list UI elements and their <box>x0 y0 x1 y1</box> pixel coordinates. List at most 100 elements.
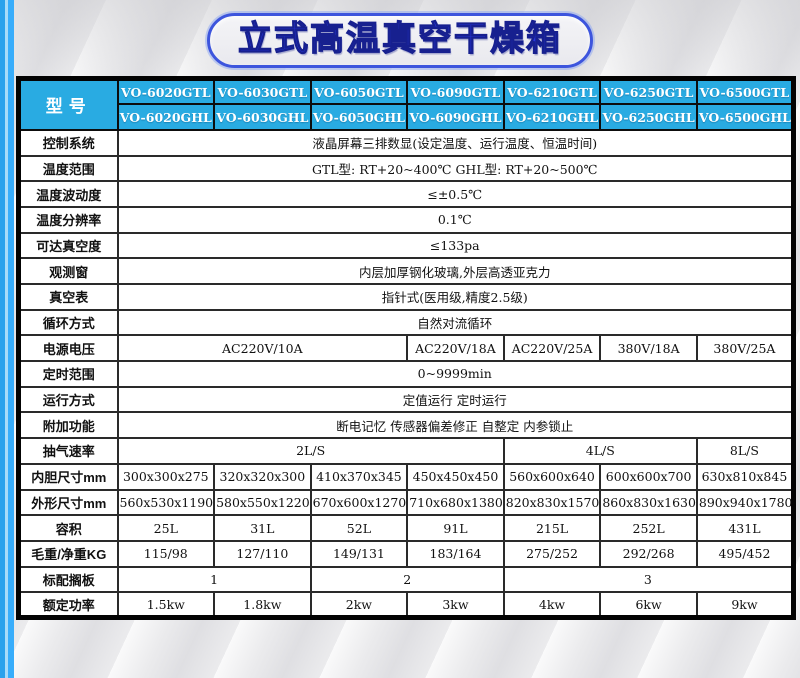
spec-value-cell: 495/452 <box>695 539 795 568</box>
spec-row: 定时范围 0~9999min <box>17 360 795 388</box>
spec-row-label: 可达真空度 <box>17 231 119 260</box>
spec-row: 真空表 指针式(医用级,精度2.5级) <box>17 283 795 311</box>
spec-value-cell: 410x370x345 <box>309 462 409 491</box>
spec-row-label: 控制系统 <box>17 128 119 157</box>
spec-value-cell: 9kw <box>695 591 795 619</box>
spec-row: 容积 25L 31L 52L 91L 215L 252L 431L <box>17 514 795 542</box>
spec-value-cell: AC220V/18A <box>406 334 505 363</box>
spec-row: 温度范围 GTL型: RT+20~400℃ GHL型: RT+20~500℃ <box>17 154 795 183</box>
spec-value-cell: 215L <box>502 514 602 542</box>
spec-value-cell: 560x600x640 <box>502 462 602 491</box>
spec-value-cell: 1.8kw <box>213 591 312 619</box>
spec-row: 控制系统 液晶屏幕三排数显(设定温度、运行温度、恒温时间) <box>17 128 795 157</box>
model-cell: VO-6250GTL <box>599 77 698 106</box>
model-column-header: 型号 <box>17 77 119 131</box>
spec-value-cell: 149/131 <box>309 539 409 568</box>
spec-value-cell: 液晶屏幕三排数显(设定温度、运行温度、恒温时间) <box>116 128 795 157</box>
spec-value-cell: 25L <box>116 514 216 542</box>
spec-row-label: 额定功率 <box>17 591 119 619</box>
model-cell: VO-6020GHL <box>116 103 216 131</box>
page-title: 立式高温真空干燥箱 <box>237 19 562 59</box>
model-cell: VO-6250GHL <box>599 103 698 131</box>
spec-value-cell: 431L <box>695 514 795 542</box>
spec-value-cell: 断电记忆 传感器偏差修正 自整定 内参锁止 <box>116 411 795 440</box>
model-cell: VO-6050GTL <box>309 77 409 106</box>
spec-row: 抽气速率 2L/S 4L/S 8L/S <box>17 437 795 465</box>
spec-value-cell: 670x600x1270 <box>309 488 409 517</box>
spec-value-cell: 115/98 <box>116 539 216 568</box>
spec-value-cell: 380V/18A <box>599 334 698 363</box>
spec-row: 电源电压 AC220V/10A AC220V/18A AC220V/25A 380V/1… <box>17 334 795 363</box>
spec-value-cell: ≤±0.5℃ <box>116 180 795 208</box>
model-cell: VO-6030GTL <box>213 77 312 106</box>
model-cell: VO-6500GTL <box>695 77 795 106</box>
spec-value-cell: 275/252 <box>502 539 602 568</box>
spec-value-cell: 300x300x275 <box>116 462 216 491</box>
spec-row-label: 定时范围 <box>17 360 119 388</box>
spec-table: 型号 VO-6020GTL VO-6030GTL VO-6050GTL VO-6090G… <box>16 76 796 621</box>
spec-value-cell: 183/164 <box>406 539 505 568</box>
spec-value-cell: 600x600x700 <box>599 462 698 491</box>
spec-value-cell: 8L/S <box>695 437 795 465</box>
spec-row-label: 内胆尺寸mm <box>17 462 119 491</box>
spec-value-cell: AC220V/10A <box>116 334 409 363</box>
spec-row-label: 毛重/净重KG <box>17 539 119 568</box>
spec-value-cell: 自然对流循环 <box>116 308 795 337</box>
spec-value-cell: 2L/S <box>116 437 505 465</box>
spec-row-label: 容积 <box>17 514 119 542</box>
spec-value-cell: AC220V/25A <box>502 334 602 363</box>
model-cell: VO-6050GHL <box>309 103 409 131</box>
spec-value-cell: 380V/25A <box>695 334 795 363</box>
spec-value-cell: GTL型: RT+20~400℃ GHL型: RT+20~500℃ <box>116 154 795 183</box>
spec-value-cell: 320x320x300 <box>213 462 312 491</box>
model-cell: VO-6210GTL <box>502 77 602 106</box>
title-badge: 立式高温真空干燥箱 <box>207 13 593 69</box>
spec-value-cell: 890x940x1780 <box>695 488 795 517</box>
model-cell: VO-6210GHL <box>502 103 602 131</box>
model-cell: VO-6090GTL <box>406 77 505 106</box>
spec-value-cell: 6kw <box>599 591 698 619</box>
spec-row: 温度分辨率 0.1℃ <box>17 205 795 234</box>
spec-value-cell: 1.5kw <box>116 591 216 619</box>
spec-row-label: 循环方式 <box>17 308 119 337</box>
spec-row: 额定功率 1.5kw 1.8kw 2kw 3kw 4kw 6kw 9kw <box>17 591 795 619</box>
spec-row: 标配搁板 1 2 3 <box>17 565 795 594</box>
spec-row-label: 温度范围 <box>17 154 119 183</box>
model-cell: VO-6030GHL <box>213 103 312 131</box>
spec-value-cell: 4kw <box>502 591 602 619</box>
spec-value-cell: 2kw <box>309 591 409 619</box>
spec-value-cell: ≤133pa <box>116 231 795 260</box>
spec-row-label: 真空表 <box>17 283 119 311</box>
spec-value-cell: 580x550x1220 <box>213 488 312 517</box>
spec-row-label: 温度波动度 <box>17 180 119 208</box>
left-accent-stripe <box>0 0 14 678</box>
spec-row: 附加功能 断电记忆 传感器偏差修正 自整定 内参锁止 <box>17 411 795 440</box>
spec-value-cell: 2 <box>309 565 505 594</box>
spec-value-cell: 860x830x1630 <box>599 488 698 517</box>
spec-value-cell: 127/110 <box>213 539 312 568</box>
spec-row: 观测窗 内层加厚钢化玻璃,外层高透亚克力 <box>17 257 795 285</box>
spec-value-cell: 252L <box>599 514 698 542</box>
model-cell: VO-6090GHL <box>406 103 505 131</box>
spec-row: 可达真空度 ≤133pa <box>17 231 795 260</box>
spec-row-label: 抽气速率 <box>17 437 119 465</box>
spec-value-cell: 0~9999min <box>116 360 795 388</box>
spec-row-label: 观测窗 <box>17 257 119 285</box>
spec-row: 外形尺寸mm 560x530x1190 580x550x1220 670x600x12… <box>17 488 795 517</box>
spec-value-cell: 450x450x450 <box>406 462 505 491</box>
spec-row: 运行方式 定值运行 定时运行 <box>17 385 795 414</box>
spec-row: 毛重/净重KG 115/98 127/110 149/131 183/164 275/25… <box>17 539 795 568</box>
spec-table-body: 型号 VO-6020GTL VO-6030GTL VO-6050GTL VO-6090G… <box>17 77 795 619</box>
spec-row: 内胆尺寸mm 300x300x275 320x320x300 410x370x345 4… <box>17 462 795 491</box>
spec-value-cell: 710x680x1380 <box>406 488 505 517</box>
model-cell: VO-6020GTL <box>116 77 216 106</box>
spec-row-label: 运行方式 <box>17 385 119 414</box>
spec-value-cell: 内层加厚钢化玻璃,外层高透亚克力 <box>116 257 795 285</box>
spec-row: 温度波动度 ≤±0.5℃ <box>17 180 795 208</box>
spec-value-cell: 820x830x1570 <box>502 488 602 517</box>
spec-value-cell: 3kw <box>406 591 505 619</box>
model-cell: VO-6500GHL <box>695 103 795 131</box>
spec-value-cell: 定值运行 定时运行 <box>116 385 795 414</box>
model-header-row: 型号 VO-6020GTL VO-6030GTL VO-6050GTL VO-6090G… <box>17 77 795 131</box>
